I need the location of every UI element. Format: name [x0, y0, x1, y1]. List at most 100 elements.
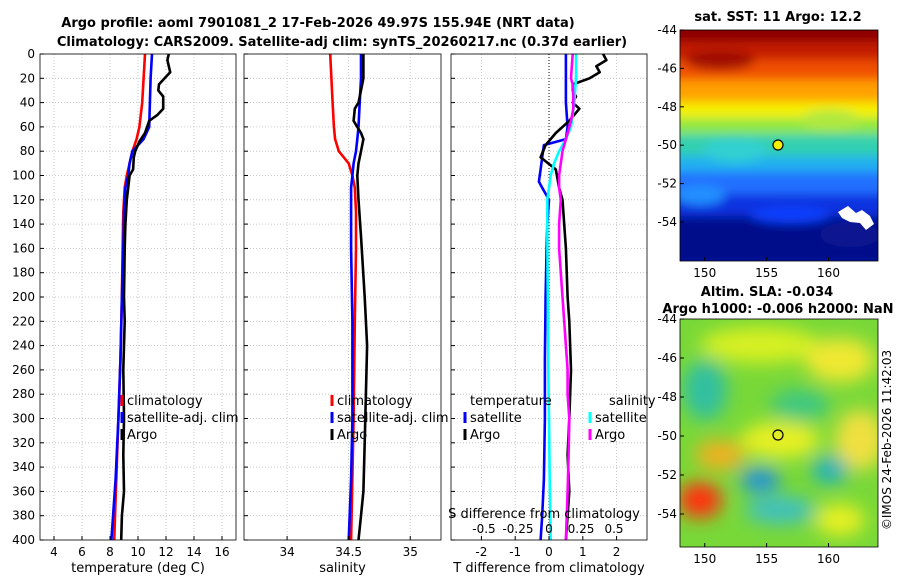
legend-item-0-label: climatology	[337, 394, 413, 409]
map-x-tick-label: 160	[817, 266, 840, 280]
axes-frame	[243, 53, 442, 541]
y-tick-label: 160	[12, 241, 35, 255]
legend-item-1-label: satellite-adj. clim	[337, 411, 449, 426]
y-tick-label: 200	[12, 290, 35, 304]
map-y-tick-label: -46	[657, 351, 677, 365]
y-tick-label: 300	[12, 412, 35, 426]
legend-salinity-title: salinity	[609, 394, 656, 409]
map-y-tick-label: -44	[657, 23, 677, 37]
sst-map-image	[680, 30, 878, 261]
secondary-tick-label: 0	[545, 522, 553, 536]
sla-argo-marker	[772, 429, 784, 441]
secondary-tick-label: -0.25	[502, 522, 533, 536]
secondary-tick-label: 0.25	[568, 522, 595, 536]
sla-map-title: Altim. SLA: -0.034	[701, 285, 833, 300]
sla-map-image	[680, 319, 878, 547]
x-axis-label: temperature (deg C)	[71, 561, 205, 576]
y-tick-label: 180	[12, 266, 35, 280]
map-y-tick-label: -52	[657, 468, 677, 482]
x-tick-label: 14	[186, 545, 201, 559]
x-tick-label: 16	[214, 545, 229, 559]
y-tick-label: 220	[12, 314, 35, 328]
x-tick-label: 35	[403, 545, 418, 559]
series-line-t-argo	[539, 53, 608, 541]
map-x-tick-label: 155	[755, 552, 778, 566]
map-y-tick-label: -52	[657, 177, 677, 191]
x-tick-label: 2	[613, 545, 621, 559]
x-tick-label: 0	[545, 545, 553, 559]
map-y-tick-label: -54	[657, 507, 677, 521]
y-tick-label: 0	[27, 47, 35, 61]
map-y-tick-label: -48	[657, 100, 677, 114]
y-tick-label: 20	[20, 71, 35, 85]
map-x-tick-label: 150	[693, 266, 716, 280]
legend-s-argo-label: Argo	[595, 428, 625, 443]
x-tick-label: 12	[158, 545, 173, 559]
map-y-tick-label: -44	[657, 312, 677, 326]
salinity-panel: 34 34.5 35 salinity climatology satellite-adj…	[243, 53, 449, 576]
series-line-satellite-adj-clim	[110, 53, 154, 541]
figure-title-line1: Argo profile: aoml 7901081_2 17-Feb-2026…	[61, 16, 574, 31]
x-tick-label: 34.5	[335, 545, 362, 559]
map-x-tick-label: 150	[693, 552, 716, 566]
legend-item-1-label: satellite-adj. clim	[127, 411, 239, 426]
map-x-tick-label: 160	[817, 552, 840, 566]
map-y-tick-label: -48	[657, 390, 677, 404]
legend-item-2-label: Argo	[337, 428, 367, 443]
y-tick-label: 140	[12, 217, 35, 231]
y-tick-label: 60	[20, 120, 35, 134]
sst-argo-marker	[772, 139, 784, 151]
y-tick-label: 400	[12, 533, 35, 547]
legend-t-argo-label: Argo	[470, 428, 500, 443]
map-y-tick-label: -54	[657, 215, 677, 229]
y-tick-label: 360	[12, 484, 35, 498]
x-tick-label: 1	[579, 545, 587, 559]
y-tick-label: 320	[12, 436, 35, 450]
legend-temperature-title: temperature	[470, 394, 552, 409]
series-line-argo	[119, 53, 172, 541]
y-tick-label: 240	[12, 339, 35, 353]
sst-map-axes: 150 155 160 -44 -46 -48 -50 -52 -54	[657, 23, 840, 280]
sst-map-title: sat. SST: 11 Argo: 12.2	[694, 10, 861, 25]
y-tick-label: 100	[12, 169, 35, 183]
legend-t-satellite-label: satellite	[470, 411, 522, 426]
map-y-tick-label: -46	[657, 61, 677, 75]
map-y-tick-label: -50	[657, 138, 677, 152]
x-tick-label: -1	[509, 545, 521, 559]
secondary-axis-label: S difference from climatology	[448, 507, 640, 522]
legend-s-satellite-label: satellite	[595, 411, 647, 426]
x-tick-label: 8	[106, 545, 114, 559]
secondary-tick-label: -0.5	[472, 522, 495, 536]
series-line-satellite-adj-clim	[347, 54, 363, 541]
sla-map-axes: 150 155 160 -44 -46 -48 -50 -52 -54	[657, 312, 840, 566]
y-tick-label: 340	[12, 460, 35, 474]
x-tick-label: -2	[475, 545, 487, 559]
y-tick-label: 380	[12, 509, 35, 523]
x-tick-label: 6	[78, 545, 86, 559]
figure-title-line2: Climatology: CARS2009. Satellite-adj cli…	[57, 35, 627, 50]
y-tick-label: 280	[12, 387, 35, 401]
map-y-tick-label: -50	[657, 429, 677, 443]
x-axis-label: T difference from climatology	[452, 561, 645, 576]
series-line-s-argo	[557, 53, 575, 541]
map-x-tick-label: 155	[755, 266, 778, 280]
temperature-panel: 4 6 8 10 12 14 1602040608010012014016018020022…	[12, 47, 239, 576]
series-line-t-satellite	[537, 54, 569, 541]
series-line-argo	[352, 54, 369, 541]
legend-item-2-label: Argo	[127, 428, 157, 443]
secondary-tick-label: 0.5	[604, 522, 623, 536]
difference-panel: -2 -1 0 1 2 T difference from climatology temp…	[448, 53, 656, 576]
sla-map-frame	[679, 318, 879, 548]
sla-map-subtitle: Argo h1000: -0.006 h2000: NaN	[662, 302, 893, 317]
copyright-label: ©IMOS 24-Feb-2026 11:42:03	[880, 350, 894, 530]
x-tick-label: 4	[50, 545, 58, 559]
y-tick-label: 80	[20, 144, 35, 158]
y-tick-label: 260	[12, 363, 35, 377]
series-line-climatology	[328, 53, 358, 541]
x-axis-label: salinity	[319, 561, 366, 576]
y-tick-label: 120	[12, 193, 35, 207]
y-tick-label: 40	[20, 96, 35, 110]
x-tick-label: 10	[130, 545, 145, 559]
x-tick-label: 34	[279, 545, 294, 559]
